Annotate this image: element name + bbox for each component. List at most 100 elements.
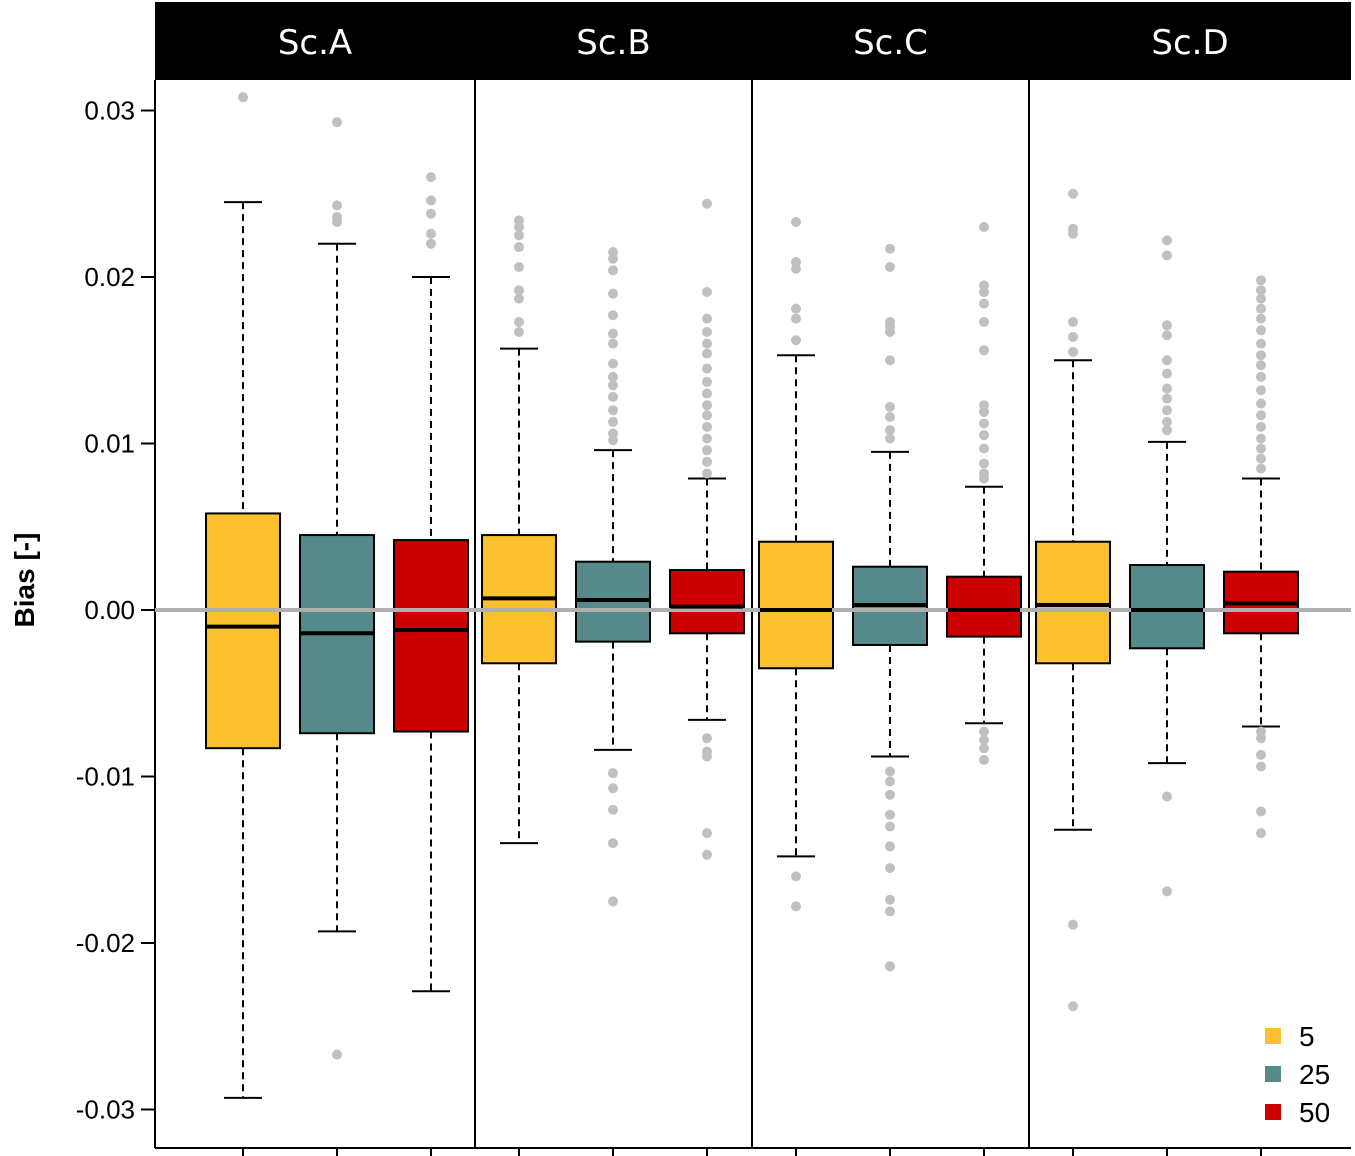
outlier-point <box>702 363 712 374</box>
outlier-point <box>979 734 989 745</box>
outlier-point <box>979 286 989 297</box>
legend-label: 5 <box>1299 1021 1315 1052</box>
outlier-point <box>1068 228 1078 239</box>
outlier-point <box>979 430 989 441</box>
outlier-point <box>979 418 989 429</box>
outlier-point <box>979 316 989 327</box>
outlier-point <box>702 198 712 209</box>
outlier-point <box>1256 275 1266 286</box>
outlier-point <box>885 841 895 852</box>
outlier-point <box>791 217 801 228</box>
outlier-point <box>702 445 712 456</box>
y-tick-label: 0.02 <box>84 262 135 292</box>
panel-label: Sc.C <box>853 23 928 63</box>
outlier-point <box>608 338 618 349</box>
outlier-point <box>885 355 895 366</box>
outlier-point <box>1162 791 1172 802</box>
outlier-point <box>608 783 618 794</box>
panel-sc-d: Sc.D <box>1035 23 1299 1156</box>
outlier-point <box>1162 355 1172 366</box>
legend-label: 50 <box>1299 1097 1330 1128</box>
box-25 <box>575 247 651 1156</box>
panel-label: Sc.A <box>278 23 352 63</box>
box-25 <box>299 117 375 1156</box>
outlier-point <box>514 326 524 337</box>
outlier-point <box>514 222 524 233</box>
outlier-point <box>514 316 524 327</box>
outlier-point <box>979 458 989 469</box>
outlier-point <box>979 754 989 765</box>
outlier-point <box>979 298 989 309</box>
outlier-point <box>1162 368 1172 379</box>
outlier-point <box>1256 385 1266 396</box>
outlier-point <box>702 376 712 387</box>
outlier-point <box>608 405 618 416</box>
legend-swatch <box>1265 1066 1281 1082</box>
outlier-point <box>791 335 801 346</box>
outlier-point <box>979 222 989 233</box>
outlier-point <box>514 262 524 273</box>
iqr-box <box>1035 540 1111 665</box>
outlier-point <box>1068 331 1078 342</box>
outlier-point <box>608 288 618 299</box>
outlier-point <box>1256 410 1266 421</box>
outlier-point <box>1256 421 1266 432</box>
panel-sc-c: Sc.C <box>758 23 1022 1156</box>
outlier-point <box>885 262 895 273</box>
legend-swatch <box>1265 1104 1281 1120</box>
outlier-point <box>1162 320 1172 331</box>
outlier-point <box>1162 425 1172 436</box>
outlier-point <box>608 768 618 779</box>
outlier-point <box>885 766 895 777</box>
outlier-point <box>885 863 895 874</box>
outlier-point <box>1256 463 1266 474</box>
outlier-point <box>1162 383 1172 394</box>
outlier-point <box>885 776 895 787</box>
legend-item-5: 5 <box>1265 1021 1315 1052</box>
outlier-point <box>1256 325 1266 336</box>
y-tick-label: 0.01 <box>84 429 135 459</box>
outlier-point <box>702 286 712 297</box>
outlier-point <box>885 411 895 422</box>
outlier-point <box>702 433 712 444</box>
y-tick-label: -0.03 <box>76 1095 135 1125</box>
outlier-point <box>1162 250 1172 261</box>
outlier-point <box>1162 235 1172 246</box>
outlier-point <box>702 456 712 467</box>
outlier-point <box>1256 303 1266 314</box>
outlier-point <box>332 1049 342 1060</box>
box-50 <box>1223 275 1299 1156</box>
outlier-point <box>702 348 712 359</box>
outlier-point <box>1068 1001 1078 1012</box>
outlier-point <box>608 358 618 369</box>
outlier-point <box>885 401 895 412</box>
outlier-point <box>514 293 524 304</box>
outlier-point <box>1256 313 1266 324</box>
outlier-point <box>1256 761 1266 772</box>
box-50 <box>946 222 1022 1156</box>
outlier-point <box>1256 338 1266 349</box>
outlier-point <box>1256 453 1266 464</box>
outlier-point <box>979 473 989 484</box>
box-5 <box>758 217 834 1156</box>
outlier-point <box>608 265 618 276</box>
outlier-point <box>1162 405 1172 416</box>
outlier-point <box>608 435 618 446</box>
outlier-point <box>1256 733 1266 744</box>
outlier-point <box>426 238 436 249</box>
iqr-box <box>205 512 281 750</box>
outlier-point <box>514 242 524 253</box>
box-5 <box>205 92 281 1156</box>
outlier-point <box>885 809 895 820</box>
outlier-point <box>1256 443 1266 454</box>
panel-sc-b: Sc.B <box>481 23 745 1156</box>
outlier-point <box>608 804 618 815</box>
outlier-point <box>608 896 618 907</box>
panel-label: Sc.D <box>1151 23 1228 63</box>
box-25 <box>1129 235 1205 1156</box>
outlier-point <box>608 371 618 382</box>
outlier-point <box>1162 416 1172 427</box>
outlier-point <box>426 195 436 206</box>
outlier-point <box>608 391 618 402</box>
